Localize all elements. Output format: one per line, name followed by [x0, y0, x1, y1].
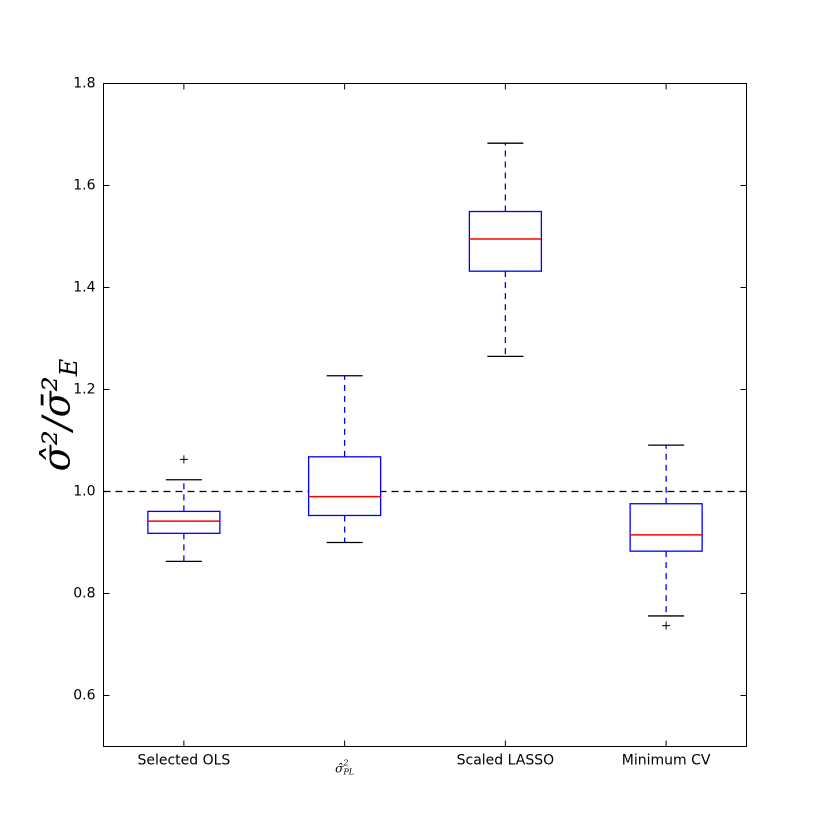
outlier-marker — [662, 621, 671, 630]
box-4 — [629, 444, 703, 630]
plot-frame — [103, 83, 747, 747]
y-tick-label: 0.6 — [73, 688, 95, 704]
plot-content — [103, 142, 747, 630]
x-tick-label: Minimum CV — [622, 753, 711, 769]
y-axis-label: σ̂²/σ̄²E — [35, 358, 83, 471]
x-tick-label: σ̂2 PL — [335, 759, 354, 777]
x-axis-ticks: Selected OLS σ̂2 PL Scaled LASSO Minimum CV — [137, 83, 711, 777]
y-tick-label: 1.2 — [73, 382, 95, 398]
x-tick-label: Scaled LASSO — [457, 753, 555, 769]
y-tick-label: 1.0 — [73, 484, 95, 500]
y-tick-label: 0.8 — [73, 586, 95, 602]
y-axis-ticks: 0.6 0.8 1.0 1.2 1.4 1.6 1.8 — [73, 76, 747, 704]
y-tick-label: 1.4 — [73, 280, 95, 296]
iqr-box — [468, 210, 543, 272]
box-2 — [307, 375, 382, 544]
iqr-box — [147, 510, 221, 534]
x-tick-label: Selected OLS — [137, 753, 230, 769]
box-3 — [468, 142, 543, 358]
outlier-marker — [179, 455, 188, 464]
y-tick-label: 1.6 — [73, 178, 95, 194]
box-1 — [147, 455, 221, 563]
iqr-box — [629, 503, 703, 552]
y-tick-label: 1.8 — [73, 76, 95, 92]
iqr-box — [307, 456, 382, 517]
